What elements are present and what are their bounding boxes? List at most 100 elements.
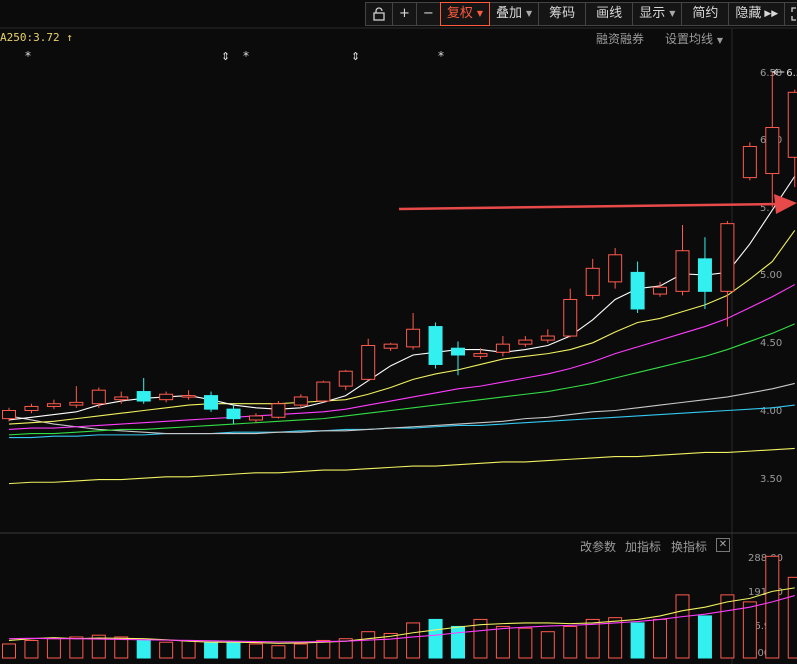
- candle-body: [248, 415, 263, 421]
- candle-body: [91, 389, 106, 405]
- candle-body: [495, 343, 510, 353]
- caret-down-icon: ▼: [669, 9, 676, 18]
- candle-body: [675, 250, 690, 292]
- huaxian-button[interactable]: 画线: [585, 2, 634, 26]
- volume-bar: [361, 631, 376, 659]
- expand-icon: [791, 7, 797, 21]
- volume-bar: [69, 636, 84, 659]
- up-arrow-icon: ↑: [66, 31, 73, 44]
- candle-body: [697, 258, 712, 292]
- candle-body: [338, 370, 353, 387]
- candle-body: [69, 401, 84, 406]
- volume-axis-label: 96.90: [748, 621, 777, 632]
- yincang-button[interactable]: 隐藏 ▶▶: [728, 2, 786, 26]
- add-indicator-link[interactable]: 加指标: [625, 540, 662, 554]
- expand-button[interactable]: [784, 2, 797, 26]
- swap-indicator-link[interactable]: 换指标: [671, 540, 708, 554]
- volume-bar: [248, 643, 263, 659]
- candle-body: [720, 223, 735, 292]
- volume-ma-line: [8, 587, 795, 644]
- rongzi-link[interactable]: 融资融券: [596, 32, 645, 46]
- candle-body: [608, 254, 623, 283]
- volume-bar: [293, 643, 308, 659]
- candle-body: [136, 391, 151, 402]
- split-marker: ⇕: [221, 50, 230, 63]
- ma30-line: [8, 323, 795, 436]
- annotation-arrow: [398, 202, 779, 211]
- candle-body: [742, 145, 757, 179]
- annotation-arrow-head: [774, 194, 797, 214]
- chart-toolbar: + − 复权 ▼ 叠加 ▼ 筹码 画线 显示 ▼ 简约 隐藏 ▶▶: [365, 2, 797, 26]
- candle-body: [293, 396, 308, 406]
- high-marker-label: 6.50: [786, 68, 797, 79]
- candle-body: [46, 403, 61, 407]
- zoom-out-button[interactable]: −: [415, 2, 441, 26]
- change-params-link[interactable]: 改参数: [580, 540, 617, 554]
- event-marker: *: [438, 49, 444, 63]
- xianshi-label: 显示: [639, 6, 666, 21]
- candle-body: [204, 395, 219, 410]
- fuquan-label: 复权: [446, 6, 473, 21]
- candle-body: [585, 267, 600, 296]
- split-marker: ⇕: [351, 50, 360, 63]
- ma120-line: [9, 404, 795, 439]
- volume-bar: [787, 576, 797, 659]
- volume-bar: [159, 641, 174, 659]
- ma20-line: [8, 284, 796, 431]
- chouma-button[interactable]: 筹码: [538, 2, 587, 26]
- volume-bar: [608, 617, 623, 659]
- price-axis-label: 5.: [760, 203, 770, 214]
- candle-body: [316, 381, 331, 402]
- huaxian-label: 画线: [596, 6, 623, 21]
- arrow-left-icon: [773, 68, 778, 76]
- candle-body: [361, 345, 376, 380]
- volume-bar: [114, 636, 129, 659]
- volume-bar: [2, 643, 16, 659]
- volume-bar: [181, 639, 196, 659]
- jianyue-label: 简约: [692, 6, 719, 21]
- lock-button[interactable]: [365, 2, 393, 26]
- fuquan-dropdown[interactable]: 复权 ▼: [439, 2, 490, 26]
- volume-bar: [428, 618, 443, 659]
- xianshi-dropdown[interactable]: 显示 ▼: [632, 2, 683, 26]
- candle-body: [787, 91, 797, 158]
- diejia-dropdown[interactable]: 叠加 ▼: [488, 2, 540, 26]
- volume-bar: [91, 634, 106, 659]
- ma-settings-label: 设置均线: [665, 32, 714, 46]
- ma250-value: A250:3.72: [0, 31, 60, 44]
- double-chevron-right-icon: ▶▶: [764, 9, 779, 19]
- lock-icon: [373, 7, 385, 21]
- volume-bar: [271, 645, 286, 659]
- event-marker: *: [243, 49, 249, 63]
- volume-bar: [540, 631, 555, 659]
- plus-icon: +: [399, 6, 410, 21]
- volume-axis-label: 0.00: [748, 648, 770, 659]
- candle-body: [765, 127, 780, 175]
- volume-bar: [675, 594, 690, 659]
- ma-settings-link[interactable]: 设置均线 ▼: [665, 30, 723, 47]
- candle-body: [540, 335, 555, 341]
- volume-bar: [495, 625, 510, 659]
- candle-body: [159, 393, 174, 401]
- volume-bar: [473, 618, 488, 659]
- volume-bar: [316, 639, 331, 659]
- candle-body: [653, 286, 668, 295]
- volume-bar: [338, 638, 353, 659]
- close-icon[interactable]: ✕: [716, 538, 730, 552]
- candle-body: [406, 328, 421, 348]
- candle-body: [383, 343, 398, 349]
- candle-body: [181, 395, 196, 398]
- caret-down-icon: ▼: [716, 36, 723, 45]
- diejia-label: 叠加: [495, 6, 522, 21]
- volume-bar: [742, 601, 757, 659]
- volume-bar: [630, 622, 645, 659]
- event-marker: *: [25, 49, 31, 63]
- volume-bar: [136, 639, 151, 659]
- candle-body: [518, 339, 533, 345]
- price-axis-label: 3.50: [760, 474, 782, 485]
- volume-bar: [720, 594, 735, 659]
- candle-body: [451, 347, 465, 356]
- ma250-line: [8, 447, 795, 485]
- volume-bar: [563, 625, 578, 659]
